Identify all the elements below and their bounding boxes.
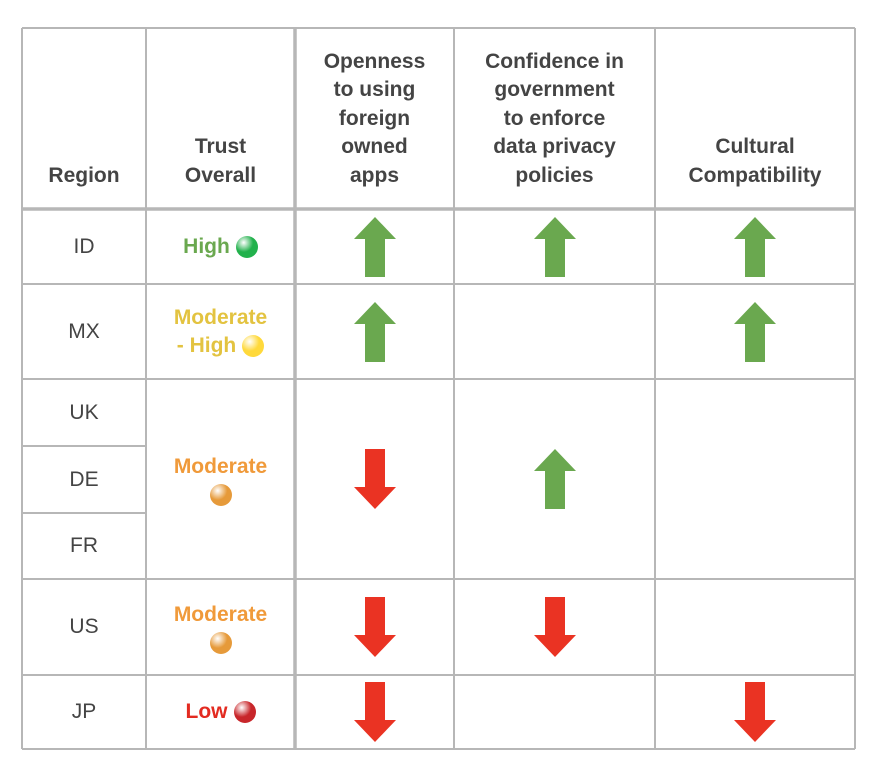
header-openness-text: Openness to using foreign owned apps [324,48,426,191]
arrow-up-icon [353,216,396,277]
arrow-shape [533,597,576,657]
header-region-text: Region [48,162,119,191]
trust-dot-line [209,631,232,654]
region-cell-uk: UK [69,400,99,424]
header-region-line: Region [48,163,120,187]
trust-label: Moderate [173,305,268,329]
region-cell-fr: FR [70,534,98,557]
header-openness-line: Openness [323,49,426,73]
header-openness-line: to using [333,78,416,101]
header-confidence-line: data privacy [493,135,616,158]
confidence-cell-uk-de-fr [454,379,655,579]
trust-cell-id: High [146,209,295,284]
arrow-shape [353,449,396,509]
header-openness-line: owned [341,135,408,158]
arrow-up-icon [734,301,776,362]
arrow-shape [734,216,776,277]
arrow-down-icon [353,597,396,657]
trust-label: Low [185,700,228,723]
trust-label-line: High [183,233,258,261]
confidence-cell-mx [454,284,655,379]
trust-label-line: Moderate [174,453,267,481]
region-cell-id: ID [73,234,95,258]
arrow-shape [533,216,576,277]
arrow-up-icon [734,216,776,277]
arrow-shape [734,301,776,362]
trust-cell-uk-de-fr: Moderate [146,379,295,579]
cultural-cell-uk-de-fr [655,379,855,579]
trust-label-line: Low [186,698,256,726]
arrow-shape [353,301,396,362]
trust-label: Moderate [173,454,268,478]
arrow-shape [353,682,396,742]
arrow-up-icon [353,301,396,362]
orange-circle-icon [209,483,232,506]
header-openness-line: foreign [338,106,411,130]
arrow-down-icon [734,682,776,742]
region-cell-us: US [69,615,99,638]
trust-dot-line [209,483,232,506]
trust-label: - High [176,333,237,357]
header-trust-line: Trust [194,135,247,158]
red-circle-icon [233,701,256,723]
header-trust-line: Overall [184,163,257,187]
arrow-down-icon [353,682,396,742]
arrow-down-icon [533,597,576,657]
openness-cell-jp [295,675,454,749]
confidence-cell-us [454,579,655,675]
region-cell-jp: JP [71,700,97,723]
trust-cell-jp: Low [146,675,295,749]
cultural-cell-mx [655,284,855,379]
header-confidence-line: government [494,78,615,101]
arrow-shape [734,682,776,742]
header-confidence-line: policies [515,163,594,187]
openness-cell-mx [295,284,454,379]
header-cultural-text: Cultural Compatibility [688,133,821,190]
header-trust-text: Trust Overall [185,133,256,190]
trust-label-line: Moderate [174,304,267,332]
arrow-down-icon [353,449,396,509]
header-cultural-line: Compatibility [688,163,822,187]
trust-cell-mx: Moderate - High [146,284,295,379]
arrow-shape [353,216,396,277]
arrow-shape [353,597,396,657]
yellow-circle-icon [242,334,265,357]
arrow-up-icon [533,216,576,277]
header-cultural: Cultural Compatibility [655,28,855,209]
header-confidence-line: Confidence in [485,49,624,73]
header-confidence-text: Confidence in government to enforce data pr… [485,48,624,191]
arrow-up-icon [533,449,576,509]
header-openness-line: apps [349,163,399,187]
header-cultural-line: Cultural [715,135,795,158]
cultural-cell-id [655,209,855,284]
header-confidence: Confidence in government to enforce data pr… [454,28,655,209]
orange-circle-icon [209,631,232,654]
header-openness: Openness to using foreign owned apps [295,28,454,209]
trust-cell-us: Moderate [146,579,295,675]
trust-label-line: - High [176,332,265,360]
arrow-shape [533,449,576,509]
header-region: Region [22,28,146,209]
region-cell-mx: MX [68,319,100,343]
trust-label-line: Moderate [174,601,267,629]
header-confidence-line: to enforce [503,106,606,130]
green-circle-icon [235,235,258,258]
openness-cell-us [295,579,454,675]
trust-label: High [183,234,230,258]
header-trust: Trust Overall [146,28,295,209]
openness-cell-id [295,209,454,284]
trust-label: Moderate [173,602,268,626]
confidence-cell-id [454,209,655,284]
openness-cell-uk-de-fr [295,379,454,579]
confidence-cell-jp [454,675,655,749]
cultural-cell-jp [655,675,855,749]
region-cell-de: DE [69,467,99,491]
cultural-cell-us [655,579,855,675]
